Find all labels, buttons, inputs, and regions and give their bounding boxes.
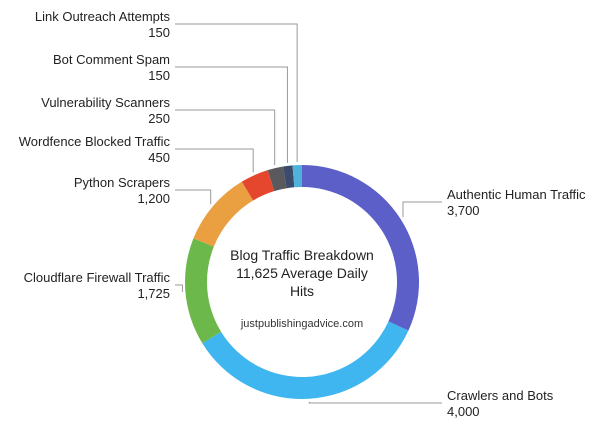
leader-line [175, 148, 254, 173]
center-text: Blog Traffic Breakdown 11,625 Average Da… [227, 246, 377, 300]
slice-value-label: 1,200 [137, 191, 170, 206]
leader-line [175, 23, 298, 163]
donut-slice [302, 165, 419, 331]
donut-slice [283, 165, 295, 189]
leader-line [175, 66, 288, 163]
leader-line [175, 284, 183, 293]
slice-label: Cloudflare Firewall Traffic [24, 270, 171, 285]
leader-line [175, 109, 276, 166]
slice-label: Vulnerability Scanners [41, 95, 170, 110]
leader-line [175, 189, 212, 205]
slice-value-label: 450 [148, 150, 170, 165]
donut-slice [241, 170, 275, 201]
donut-slice [185, 238, 222, 344]
leader-line [308, 401, 442, 404]
chart-title: Blog Traffic Breakdown [230, 247, 374, 263]
chart-subtitle: 11,625 Average Daily Hits [236, 265, 368, 299]
slice-value-label: 4,000 [447, 404, 480, 419]
slice-value-label: 250 [148, 111, 170, 126]
donut-slice [292, 165, 302, 188]
slice-value-label: 150 [148, 25, 170, 40]
leader-line [402, 201, 442, 218]
slice-label: Python Scrapers [74, 175, 171, 190]
slice-label: Bot Comment Spam [53, 52, 170, 67]
slice-label: Link Outreach Attempts [35, 9, 171, 24]
source: justpublishingadvice.com [240, 318, 364, 330]
slice-value-label: 3,700 [447, 203, 480, 218]
donut-slice [267, 166, 287, 192]
slice-value-label: 150 [148, 68, 170, 83]
slice-label: Wordfence Blocked Traffic [19, 134, 171, 149]
slice-label: Crawlers and Bots [447, 388, 554, 403]
slice-label: Authentic Human Traffic [447, 187, 586, 202]
slice-value-label: 1,725 [137, 286, 170, 301]
donut-slice [193, 181, 254, 247]
donut-slice [202, 321, 409, 400]
